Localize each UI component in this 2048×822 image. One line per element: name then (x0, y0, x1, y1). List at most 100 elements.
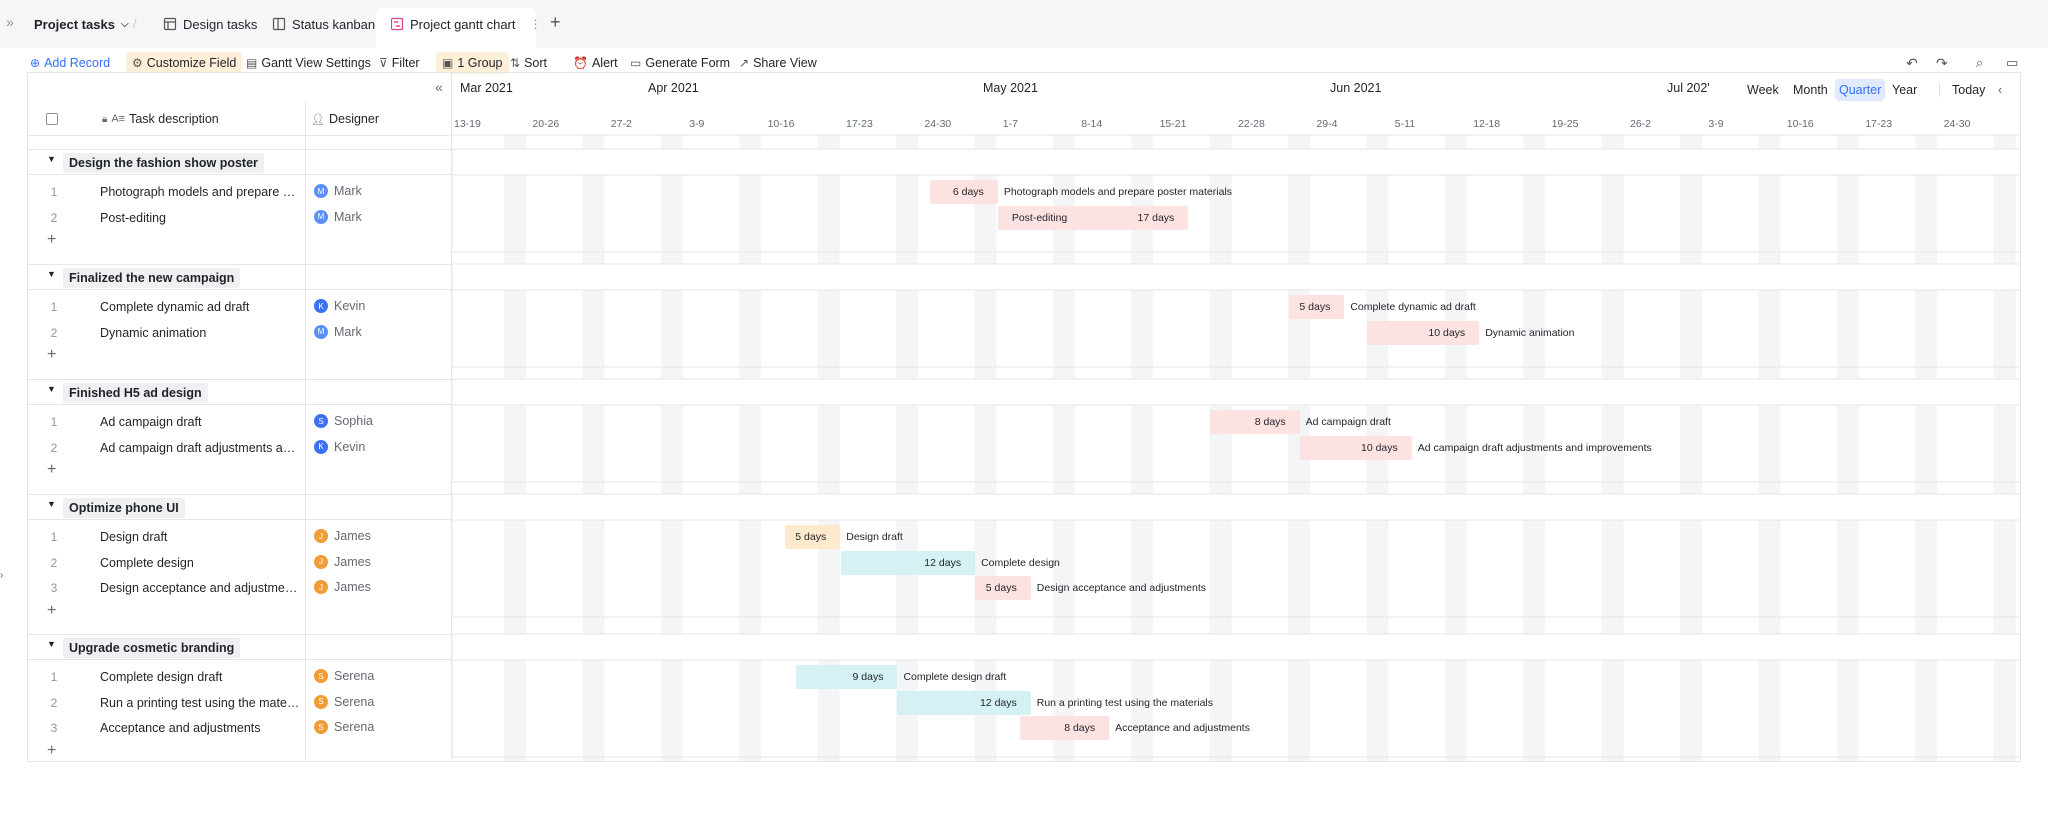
bar-duration: 5 days (1299, 301, 1331, 313)
tab-design-tasks[interactable]: Design tasks (163, 10, 257, 38)
task-bar[interactable]: Post-editing 17 days (997, 205, 1189, 230)
scale-quarter-button[interactable]: Quarter (1835, 79, 1886, 101)
row-number: 1 (50, 185, 58, 199)
task-bar[interactable]: 5 days (975, 576, 1031, 601)
collapse-group-icon[interactable]: ▼ (47, 269, 56, 279)
base-title[interactable]: Project tasks ⌵ (34, 10, 129, 38)
add-row-icon[interactable]: + (47, 346, 57, 364)
task-bar[interactable]: 5 days (784, 525, 841, 549)
designer-column-header[interactable]: 👤︎ Designer (311, 109, 379, 129)
group-header-row[interactable] (28, 264, 452, 290)
bar-label: Complete design draft (903, 671, 1007, 683)
comment-icon[interactable]: ▭ (2006, 55, 2019, 70)
task-bar[interactable]: 9 days (796, 665, 898, 689)
group-header-row[interactable] (28, 634, 452, 660)
task-bar[interactable]: 5 days (1288, 295, 1345, 319)
collapse-group-icon[interactable]: ▼ (47, 384, 56, 394)
search-icon[interactable]: ⌕ (1976, 55, 1984, 70)
add-row-icon[interactable]: + (47, 741, 57, 759)
designer-cell[interactable]: J James (314, 529, 371, 543)
task-bar[interactable]: 6 days (930, 180, 998, 204)
expand-sidebar-icon[interactable]: » (6, 14, 14, 30)
add-tab-icon[interactable]: + (550, 12, 561, 32)
collapse-group-icon[interactable]: ▼ (47, 639, 56, 649)
sort-button[interactable]: ⇅ Sort (510, 48, 547, 78)
share-view-button[interactable]: ↗ Share View (739, 48, 817, 78)
task-bar[interactable]: 8 days (1019, 716, 1110, 741)
scale-week-button[interactable]: Week (1747, 83, 1779, 97)
designer-cell[interactable]: J James (314, 554, 371, 569)
add-row-icon[interactable]: + (47, 231, 57, 249)
bar-label: Design acceptance and adjustments (1036, 582, 1207, 595)
add-record-button[interactable]: ⊕ Add Record (30, 48, 110, 78)
gantt-icon (390, 17, 404, 31)
more-icon[interactable]: ⋮ (529, 17, 542, 31)
task-cell[interactable]: Dynamic animation (100, 325, 207, 340)
designer-cell[interactable]: M Mark (314, 324, 362, 339)
task-cell[interactable]: Run a printing test using the materials (100, 695, 300, 710)
week-label: 22-28 (1238, 118, 1265, 130)
add-row-icon[interactable]: + (47, 601, 57, 619)
add-row-icon[interactable]: + (47, 461, 57, 479)
designer-cell[interactable]: M Mark (314, 209, 362, 224)
designer-cell[interactable]: M Mark (314, 184, 362, 198)
tab-status-kanban[interactable]: Status kanban (272, 10, 375, 38)
scale-month-button[interactable]: Month (1793, 83, 1828, 97)
alert-button[interactable]: ⏰ Alert (573, 48, 618, 78)
header-divider (28, 135, 452, 136)
task-bar[interactable]: 12 days (896, 690, 1031, 715)
task-cell[interactable]: Complete design (100, 555, 194, 570)
designer-name: Serena (334, 720, 375, 735)
collapse-group-icon[interactable]: ▼ (47, 499, 56, 509)
task-cell[interactable]: Design acceptance and adjustments (100, 581, 300, 596)
collapse-table-icon[interactable]: « (435, 79, 443, 95)
group-header-row[interactable] (28, 379, 452, 405)
select-all-checkbox[interactable] (46, 113, 58, 125)
undo-icon[interactable]: ↶ (1906, 54, 1918, 71)
group-band (452, 378, 2020, 406)
lock-icon: 🔒︎ (102, 113, 108, 125)
chevron-down-icon[interactable]: ⌵ (120, 18, 129, 30)
generate-form-button[interactable]: ▭ Generate Form (630, 48, 730, 78)
base-title-text: Project tasks (34, 16, 115, 32)
group-button[interactable]: ▣ 1 Group (436, 52, 509, 74)
customize-field-button[interactable]: ⚙ Customize Field (126, 52, 243, 74)
prev-period-icon[interactable]: ‹ (1998, 83, 2003, 97)
group-header-row[interactable] (28, 149, 452, 175)
task-bar[interactable]: 10 days (1299, 435, 1412, 460)
task-column-header[interactable]: 🔒︎ A≡ Task description (102, 109, 219, 129)
designer-cell[interactable]: S Serena (314, 720, 375, 735)
group-block (452, 404, 2020, 483)
designer-cell[interactable]: K Kevin (314, 439, 365, 454)
filter-button[interactable]: ⊽ Filter (379, 48, 420, 78)
task-cell[interactable]: Ad campaign draft adjustments and i... (100, 440, 300, 455)
task-cell[interactable]: Ad campaign draft (100, 415, 202, 429)
designer-cell[interactable]: S Sophia (314, 414, 373, 428)
task-cell[interactable]: Design draft (100, 530, 168, 544)
designer-cell[interactable]: J James (314, 580, 371, 595)
redo-icon[interactable]: ↷ (1936, 54, 1948, 71)
task-bar[interactable]: 10 days (1367, 320, 1480, 345)
task-bar[interactable]: 8 days (1210, 410, 1300, 434)
task-cell[interactable]: Complete dynamic ad draft (100, 300, 250, 314)
task-cell[interactable]: Acceptance and adjustments (100, 721, 261, 736)
task-cell[interactable]: Post-editing (100, 210, 167, 225)
tab-project-gantt-chart[interactable]: Project gantt chart ⋮ (390, 10, 542, 38)
today-button[interactable]: Today (1952, 83, 1986, 97)
group-header-row[interactable] (28, 494, 452, 520)
designer-cell[interactable]: S Serena (314, 694, 374, 709)
designer-cell[interactable]: S Serena (314, 669, 374, 683)
week-label: 27-2 (610, 118, 632, 130)
task-bar[interactable]: 12 days (841, 550, 976, 575)
alert-label: Alert (591, 56, 618, 70)
bar-duration: 8 days (1064, 722, 1096, 735)
gantt-settings-button[interactable]: ▤ Gantt View Settings (246, 48, 371, 78)
bar-label: Design draft (846, 531, 903, 543)
scale-year-button[interactable]: Year (1892, 83, 1918, 97)
task-cell[interactable]: Photograph models and prepare pos... (100, 185, 300, 199)
task-cell[interactable]: Complete design draft (100, 670, 223, 684)
designer-cell[interactable]: K Kevin (314, 299, 365, 313)
collapse-group-icon[interactable]: ▼ (47, 154, 56, 164)
week-label: 26-2 (1630, 118, 1652, 130)
designer-column-label: Designer (328, 112, 379, 126)
